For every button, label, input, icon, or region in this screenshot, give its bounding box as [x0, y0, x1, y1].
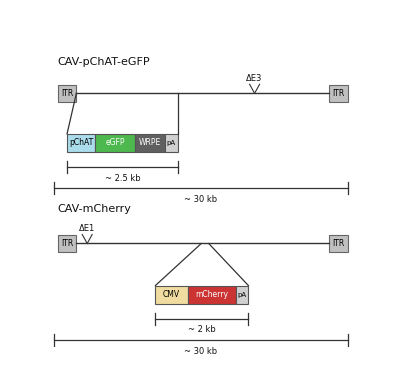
Bar	[135, 134, 165, 152]
Text: ITR: ITR	[61, 89, 73, 98]
Bar	[95, 134, 135, 152]
Bar	[67, 134, 95, 152]
Bar	[58, 235, 76, 252]
Text: ~ 2.5 kb: ~ 2.5 kb	[104, 174, 140, 183]
Text: CMV: CMV	[163, 290, 180, 299]
Text: ~ 30 kb: ~ 30 kb	[184, 195, 218, 204]
Text: pA: pA	[238, 292, 247, 298]
Bar	[236, 285, 248, 303]
Text: ITR: ITR	[332, 89, 344, 98]
Bar	[155, 285, 188, 303]
Text: ITR: ITR	[332, 239, 344, 248]
Bar	[329, 235, 348, 252]
Text: ~ 30 kb: ~ 30 kb	[184, 347, 218, 356]
Text: ΔE3: ΔE3	[246, 74, 263, 83]
Text: eGFP: eGFP	[105, 138, 125, 147]
Text: ΔE1: ΔE1	[79, 224, 95, 233]
Text: WRPE: WRPE	[139, 138, 161, 147]
Bar	[58, 85, 76, 102]
Text: pChAT: pChAT	[69, 138, 93, 147]
Text: CAV-mCherry: CAV-mCherry	[58, 204, 132, 215]
Bar	[165, 134, 178, 152]
Text: CAV-pChAT-eGFP: CAV-pChAT-eGFP	[58, 57, 150, 67]
Text: mCherry: mCherry	[196, 290, 228, 299]
Text: ITR: ITR	[61, 239, 73, 248]
Bar	[188, 285, 236, 303]
Text: ~ 2 kb: ~ 2 kb	[188, 325, 216, 334]
Text: pA: pA	[167, 140, 176, 146]
Bar	[329, 85, 348, 102]
